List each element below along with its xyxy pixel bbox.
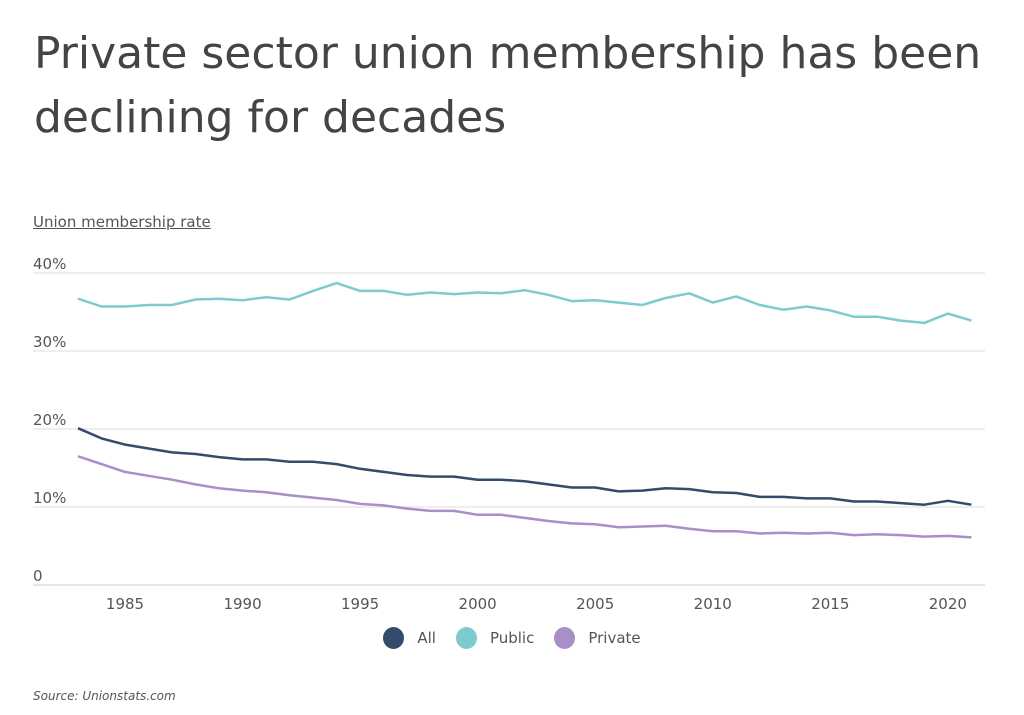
x-tick-label: 1990 <box>223 595 261 613</box>
source-note: Source: Unionstats.com <box>33 689 176 703</box>
x-tick-label: 2005 <box>576 595 614 613</box>
y-tick-label: 30% <box>33 333 66 351</box>
legend-item-public[interactable]: Public <box>455 627 535 649</box>
legend-label: Public <box>489 629 535 647</box>
x-tick-label: 2010 <box>694 595 732 613</box>
x-tick-label: 2000 <box>459 595 497 613</box>
legend-swatch <box>455 627 477 649</box>
series-line-all <box>77 427 972 506</box>
legend-label: Private <box>588 629 641 647</box>
x-tick-label: 1995 <box>341 595 379 613</box>
y-tick-label: 10% <box>33 489 66 507</box>
y-tick-label: 0 <box>33 567 43 585</box>
x-tick-label: 2015 <box>811 595 849 613</box>
series-line-public <box>77 281 972 325</box>
legend-swatch <box>554 627 576 649</box>
legend-item-all[interactable]: All <box>383 627 436 649</box>
x-tick-label: 1985 <box>106 595 144 613</box>
legend: All Public Private <box>0 627 1024 649</box>
chart-title: Private sector union membership has been… <box>34 28 982 143</box>
y-axis-label: Union membership rate <box>33 213 211 231</box>
legend-label: All <box>417 629 436 647</box>
legend-item-private[interactable]: Private <box>554 627 641 649</box>
legend-swatch <box>383 627 405 649</box>
series-line-private <box>77 455 972 539</box>
x-tick-label: 2020 <box>929 595 967 613</box>
y-tick-label: 20% <box>33 411 66 429</box>
y-tick-label: 40% <box>33 255 66 273</box>
